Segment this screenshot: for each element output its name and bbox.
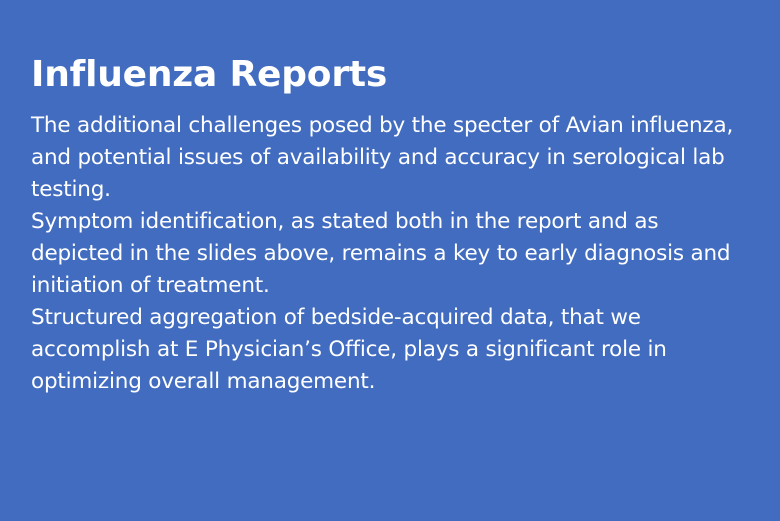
paragraph-symptom-identification: Symptom identification, as stated both i…: [31, 209, 731, 298]
panel-title: Influenza Reports: [31, 54, 388, 95]
paragraph-avian-influenza: The additional challenges posed by the s…: [31, 113, 734, 202]
panel-body: The additional challenges posed by the s…: [31, 110, 750, 398]
paragraph-structured-aggregation: Structured aggregation of bedside-acquir…: [31, 305, 667, 394]
